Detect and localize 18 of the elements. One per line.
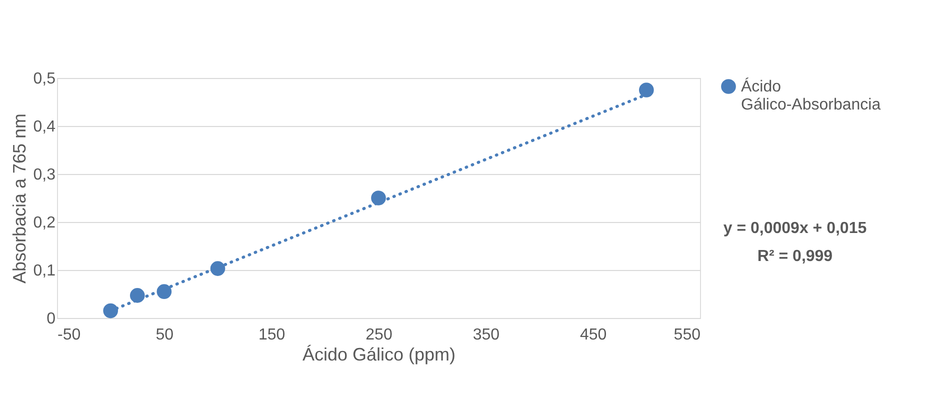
x-tick-label: 350 — [472, 326, 500, 344]
legend-label: Ácido Gálico-Absorbancia — [741, 78, 881, 114]
text: R² = 0,999 — [757, 248, 833, 265]
y-tick-label: 0,5 — [33, 70, 56, 88]
x-tick-label: 50 — [156, 326, 174, 344]
text: y = 0,0009x + 0,015 — [723, 220, 867, 237]
y-tick-label: 0,3 — [33, 166, 56, 184]
x-tick-label: 250 — [366, 326, 392, 344]
x-tick-label: 450 — [580, 326, 607, 344]
y-tick-label: 0,2 — [33, 214, 56, 232]
x-tick-label: -50 — [58, 326, 81, 344]
x-tick-label: 550 — [674, 326, 701, 344]
y-tick-label: 0,1 — [33, 262, 56, 280]
y-tick-label: 0 — [46, 310, 56, 328]
x-tick-label: 150 — [258, 326, 286, 344]
x-axis-title: Ácido Gálico (ppm) — [302, 344, 456, 364]
y-axis-title: Absorbacia a 765 nm — [9, 113, 30, 284]
y-tick-label: 0,4 — [33, 118, 56, 136]
